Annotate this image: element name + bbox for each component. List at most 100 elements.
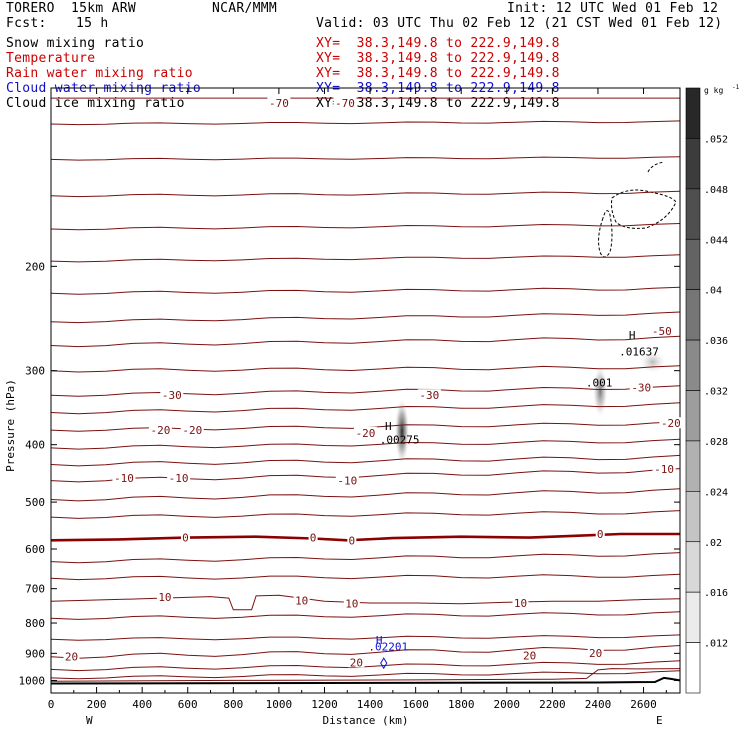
x-tick-label: 600: [178, 698, 198, 711]
temperature-contour-label: 0: [182, 532, 189, 545]
temperature-contour-label: -10: [169, 472, 189, 485]
isotherm-4: [50, 223, 681, 231]
terrain-line: [50, 676, 681, 685]
model-title: TORERO 15km ARW: [6, 1, 137, 16]
y-tick-label: 300: [25, 365, 45, 378]
contour-label-bg: [348, 656, 365, 668]
x-tick-label: 400: [132, 698, 152, 711]
extremum-label: H: [376, 634, 383, 647]
temperature-contour-label: -30: [631, 381, 651, 394]
y-tick-label: 1000: [19, 674, 46, 687]
contour-label-bg: [521, 649, 538, 661]
x-tick-label: 1200: [311, 698, 338, 711]
ice-contour-top: [647, 161, 665, 173]
y-tick-label: 700: [25, 583, 45, 596]
colorbar-swatch: [685, 440, 701, 492]
field-name-temperature: Temperature: [6, 51, 96, 66]
cloud-water-marker: [380, 657, 388, 670]
x-tick-label: 2600: [630, 698, 657, 711]
colorbar-label: .044: [704, 235, 728, 246]
colorbar-swatch: [685, 591, 701, 643]
isotherm-17: [50, 510, 681, 519]
colorbar-swatch: [685, 390, 701, 442]
isotherm-21: [50, 634, 681, 641]
snow-max-blob: [394, 399, 409, 464]
y-tick-label: 500: [25, 496, 45, 509]
colorbar-swatch: [685, 339, 701, 391]
field-xy-rain: XY= 38.3,149.8 to 222.9,149.8: [316, 66, 560, 81]
contour-label-bg: [180, 531, 190, 543]
x-tick-label: 1000: [266, 698, 293, 711]
isotherm-1: [50, 120, 681, 126]
contour-label-bg: [354, 426, 377, 438]
contour-labels: -70 -70 -50 -30 -30 -30 -20 -20 -20 -20 -10 -10 -10 -…: [63, 96, 683, 669]
isotherm-13: [50, 438, 681, 450]
colorbar-swatch: [685, 289, 701, 341]
colorbar: .052 .048 .044 .04 .036 .032 .028 .024 .02 .016 .0…: [685, 84, 740, 694]
contour-label-bg: [112, 471, 136, 483]
org-label: NCAR/MMM: [212, 1, 278, 16]
x-tick-label: 2000: [494, 698, 521, 711]
contour-label-bg: [160, 389, 184, 401]
colorbar-unit-exponent: -1: [732, 84, 740, 91]
temperature-contour-label: 20: [523, 650, 536, 663]
contour-label-bg: [167, 471, 191, 483]
x-tick-label: 2200: [539, 698, 566, 711]
contour-label-bg: [347, 534, 357, 546]
terrain-profile: [50, 676, 681, 685]
isotherm-20: [50, 611, 681, 620]
isotherm-24: [50, 670, 681, 680]
isotherm-6: [50, 286, 681, 295]
ice-contour-001: [598, 210, 613, 258]
isotherm-23: [50, 660, 681, 672]
contour-label-bg: [156, 590, 173, 602]
mixing-ratio-shading: [394, 161, 677, 464]
temperature-contour-label: 10: [158, 591, 171, 604]
isotherm-14: [50, 454, 681, 467]
field-name-cloud-ice: Cloud ice mixing ratio: [6, 96, 185, 111]
temperature-contour-label: -30: [419, 389, 439, 402]
valid-time: Valid: 03 UTC Thu 02 Feb 12 (21 CST Wed …: [316, 16, 723, 31]
field-name-snow: Snow mixing ratio: [6, 36, 145, 51]
extremum-label: .00275: [380, 433, 420, 446]
y-tick-label: 900: [25, 647, 45, 660]
colorbar-label: .028: [704, 437, 728, 448]
field-name-rain: Rain water mixing ratio: [6, 66, 193, 81]
isotherm-5: [50, 254, 681, 263]
field-name-cloud-water: Cloud water mixing ratio: [6, 81, 202, 96]
init-time: Init: 12 UTC Wed 01 Feb 12: [507, 1, 719, 16]
contour-label-bg: [652, 463, 676, 475]
ice-blob-east: [593, 366, 608, 417]
isotherm-9: [50, 365, 681, 373]
temperature-contour-label: 20: [65, 651, 78, 664]
temperature-contour-label: -10: [114, 472, 134, 485]
ice-contour-016: [611, 189, 677, 229]
temperature-contour-label: -20: [150, 424, 170, 437]
west-label: W: [86, 714, 93, 727]
temperature-contour-label: -20: [182, 424, 202, 437]
y-tick-label: 600: [25, 543, 45, 556]
fcst-value: 15 h: [76, 16, 109, 31]
x-axis-title: Distance (km): [322, 714, 408, 727]
contour-label-bg: [587, 646, 604, 658]
fcst-label: Fcst:: [6, 16, 47, 31]
colorbar-label: .032: [704, 387, 728, 398]
contour-label-bg: [308, 531, 318, 543]
temperature-contour-label: 10: [345, 598, 358, 611]
y-tick-label: 200: [25, 260, 45, 273]
isotherm-19: [50, 573, 681, 581]
isotherm-18: [50, 552, 681, 564]
axes: 0 200 400 600 800 1000 1200 1400 1600 1800 2000 220…: [4, 88, 680, 727]
x-tick-label: 200: [87, 698, 107, 711]
colorbar-unit: g kg: [704, 86, 723, 95]
contour-label-bg: [343, 597, 360, 609]
contour-label-bg: [293, 594, 310, 606]
isotherm-8: [50, 335, 681, 348]
colorbar-label: .048: [704, 185, 728, 196]
temperature-contour-label: 0: [310, 532, 317, 545]
temperature-contour-label: -20: [661, 417, 681, 430]
temperature-contour-label: 10: [514, 597, 527, 610]
extremum-label: .001: [586, 376, 613, 389]
temperature-contour-label: -10: [654, 463, 674, 476]
